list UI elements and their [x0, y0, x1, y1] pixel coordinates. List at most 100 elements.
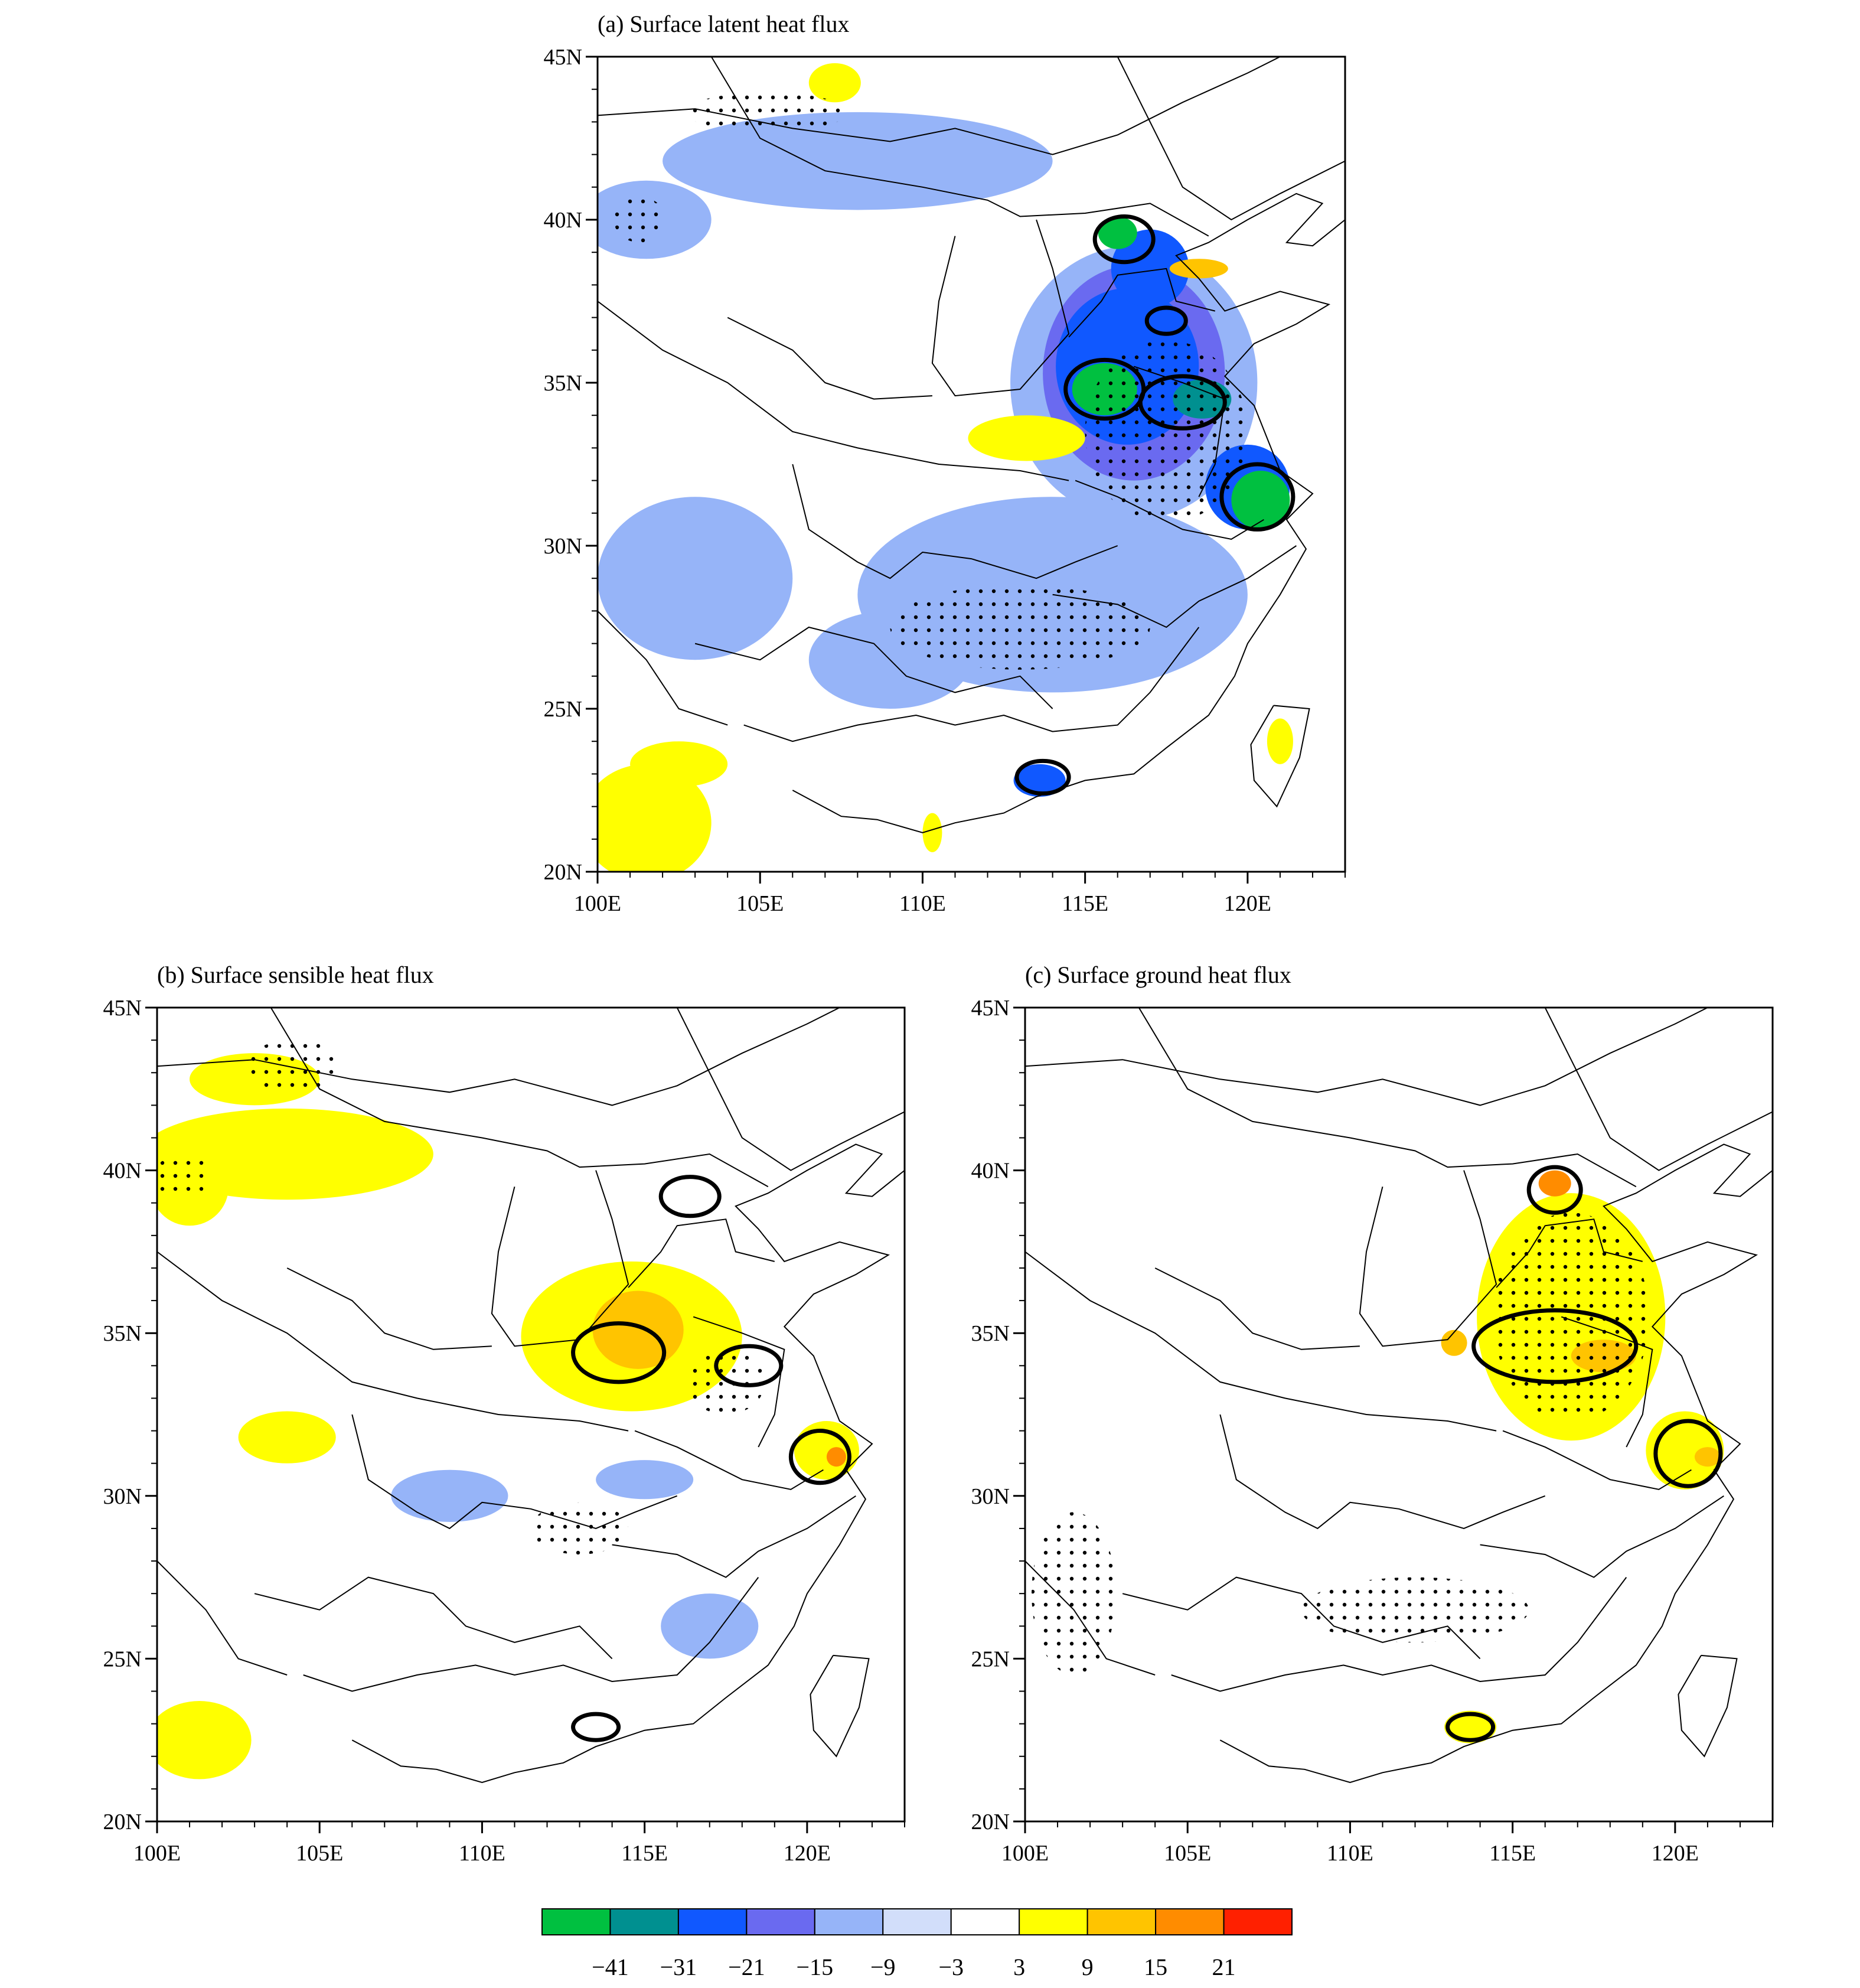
lon-tick-label: 115E: [1062, 891, 1108, 916]
stipple-region: [1493, 1213, 1649, 1422]
panel-title: (a) Surface latent heat flux: [598, 11, 849, 37]
lon-tick-label: 105E: [1164, 1841, 1211, 1866]
map-frame: [596, 56, 1346, 873]
thick-contours: [1014, 214, 1296, 796]
significance-contour: [1526, 1165, 1583, 1215]
anomaly-patch: [596, 1460, 694, 1500]
colorbar-swatch: [1086, 1908, 1157, 1935]
anomaly-patch: [238, 1411, 336, 1464]
lat-tick-label: 20N: [544, 860, 582, 885]
lon-tick-label: 120E: [784, 1841, 831, 1866]
significance-contour: [658, 1175, 722, 1218]
lon-tick-label: 120E: [1652, 1841, 1699, 1866]
boundary-line: [1250, 705, 1310, 808]
lat-tick-label: 35N: [103, 1321, 142, 1346]
map-area: [157, 1008, 905, 1783]
lon-tick-label: 115E: [1489, 1841, 1536, 1866]
anomaly-patch: [663, 112, 1053, 210]
thick-contours: [1445, 1165, 1723, 1742]
boundary-line: [931, 219, 1070, 397]
colorbar-swatch: [950, 1908, 1020, 1935]
colorbar-label: 15: [1144, 1954, 1167, 1980]
colorbar-swatch: [1155, 1908, 1225, 1935]
lat-tick-label: 35N: [971, 1321, 1010, 1346]
boundary-line: [1171, 1577, 1627, 1692]
significance-stippling: [157, 1040, 765, 1555]
panel-title: (c) Surface ground heat flux: [1025, 962, 1291, 988]
significance-contour: [1014, 758, 1071, 796]
boundary-line: [157, 1251, 629, 1432]
boundary-line: [157, 1008, 840, 1106]
anomaly-patch: [598, 497, 793, 660]
anomaly-patch: [922, 813, 942, 852]
anomaly-patch: [808, 63, 861, 103]
boundary-line: [810, 1654, 870, 1758]
lon-tick-label: 120E: [1224, 891, 1271, 916]
anomaly-patch: [1444, 1710, 1497, 1743]
stipple-region: [244, 1040, 342, 1093]
significance-contour: [1138, 374, 1227, 431]
significance-contour: [1445, 1712, 1496, 1742]
colorbar-swatch: [541, 1908, 611, 1935]
boundary-line: [286, 1267, 492, 1350]
significance-stippling: [1032, 1213, 1649, 1675]
boundary-line: [303, 1577, 759, 1692]
stipple-region: [1032, 1512, 1117, 1675]
boundary-line: [1219, 1414, 1546, 1530]
significance-contour: [1219, 462, 1296, 532]
colorbar-label: −3: [938, 1954, 964, 1980]
stipple-region: [890, 585, 1150, 670]
boundary-line: [792, 193, 1345, 833]
significance-contour: [788, 1429, 851, 1485]
lat-tick-label: 25N: [103, 1647, 142, 1671]
boundary-line: [270, 1008, 769, 1188]
boundary-line: [1154, 1267, 1360, 1350]
significance-contour: [1471, 1308, 1639, 1384]
lat-tick-label: 30N: [103, 1484, 142, 1509]
panel-sensible-heat-flux: (b) Surface sensible heat flux 45N 40N 35N…: [103, 962, 906, 1866]
colorbar-labels: −41 −31 −21 −15 −9 −3 3 9 15 21: [592, 1954, 1235, 1980]
boundary-line: [727, 317, 932, 400]
significance-stippling: [614, 92, 1248, 670]
lon-tick-label: 100E: [133, 1841, 181, 1866]
colorbar-label: 9: [1082, 1954, 1094, 1980]
colorbar-swatch: [609, 1908, 679, 1935]
colorbar-swatch: [1223, 1908, 1293, 1935]
colorbar-label: 21: [1212, 1954, 1236, 1980]
map-frame: [1024, 1006, 1774, 1823]
anomaly-patch: [592, 1290, 684, 1369]
anomaly-patch: [630, 741, 728, 787]
lat-tick-label: 20N: [971, 1810, 1010, 1834]
boundary-line: [351, 1143, 905, 1783]
colorbar-boxes: [541, 1908, 1293, 1935]
province-boundaries: [598, 57, 1345, 833]
boundary-line: [710, 57, 1209, 237]
lat-tick-label: 30N: [971, 1484, 1010, 1509]
lat-tick-label: 45N: [544, 45, 582, 70]
boundary-line: [694, 626, 1053, 709]
lon-tick-label: 100E: [574, 891, 621, 916]
anomaly-patch: [968, 415, 1085, 461]
map-frame: [156, 1006, 906, 1823]
province-boundaries: [157, 1008, 905, 1783]
lat-tick-label: 25N: [971, 1647, 1010, 1671]
anomaly-patch: [1441, 1329, 1467, 1356]
lat-tick-label: 40N: [103, 1159, 142, 1184]
colorbar-swatch: [746, 1908, 815, 1935]
colorbar-label: −15: [797, 1954, 834, 1980]
anomaly-patch: [794, 1421, 859, 1480]
panel-title: (b) Surface sensible heat flux: [157, 962, 434, 988]
significance-contour: [714, 1344, 784, 1387]
longitude-axis: 100E 105E 110E 115E 120E: [133, 1821, 905, 1866]
boundary-line: [351, 1414, 678, 1530]
anomaly-patch: [1169, 259, 1228, 279]
boundary-line: [1025, 1560, 1156, 1676]
significance-contour: [1653, 1419, 1723, 1488]
boundary-line: [1678, 1654, 1738, 1758]
lon-tick-label: 105E: [736, 891, 784, 916]
significance-contour: [571, 1712, 621, 1742]
stipple-region: [531, 1502, 629, 1555]
anomaly-patch: [157, 1701, 252, 1780]
lat-tick-label: 20N: [103, 1810, 142, 1834]
panel-ground-heat-flux: (c) Surface ground heat flux 45N 40N 35N 30…: [971, 962, 1774, 1866]
